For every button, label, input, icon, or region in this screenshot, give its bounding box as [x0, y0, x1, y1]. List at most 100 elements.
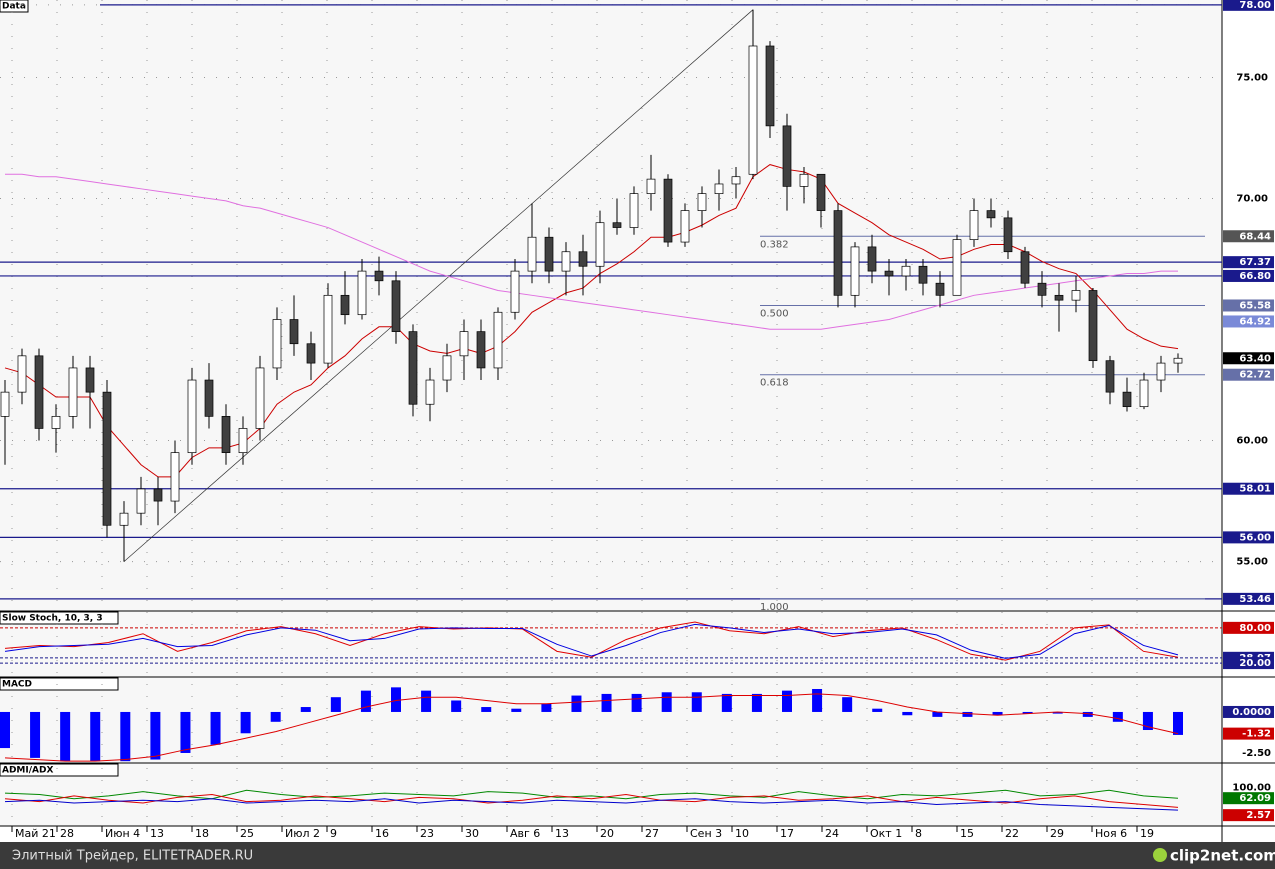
macd-bar	[932, 711, 943, 717]
price-tag-label: 80.00	[1239, 623, 1271, 634]
candle-body	[578, 251, 588, 267]
x-tick-label: 13	[555, 827, 569, 840]
price-tag	[1223, 746, 1274, 759]
adx-line	[4, 798, 1179, 811]
candle-body	[867, 246, 877, 272]
candle-body	[459, 331, 469, 357]
candle-body	[663, 178, 673, 243]
price-tag-label: 78.00	[1239, 0, 1271, 11]
macd-signal	[4, 693, 1179, 762]
x-tick-label: 10	[735, 827, 749, 840]
macd-bar	[1142, 711, 1153, 731]
candle-body	[51, 415, 61, 429]
macd-bar	[1112, 711, 1123, 722]
candle-body	[612, 222, 622, 228]
candle-body	[442, 355, 452, 381]
macd-bar	[541, 703, 552, 712]
candle-body	[850, 246, 860, 296]
candle-body	[1156, 362, 1166, 381]
title-bg	[0, 0, 29, 13]
panel-title: Data	[2, 2, 26, 12]
candle-body	[629, 193, 639, 228]
macd-bar	[691, 692, 702, 712]
candle-body	[969, 210, 979, 240]
candle-body	[680, 210, 690, 243]
macd-bar	[391, 687, 401, 712]
x-tick-label: 13	[150, 827, 164, 840]
x-tick-label: 23	[420, 827, 434, 840]
candle-body	[1037, 282, 1047, 296]
y-tick-label: 75.00	[1236, 72, 1268, 83]
macd-bar	[661, 692, 672, 712]
price-tag	[1223, 299, 1274, 312]
price-tag	[1223, 269, 1274, 282]
price-tag-label: 56.00	[1239, 532, 1271, 543]
candle-body	[561, 251, 571, 272]
x-tick-label: 25	[240, 827, 254, 840]
price-tag-label: 62.72	[1239, 370, 1271, 381]
x-tick-label: 15	[960, 827, 974, 840]
candle-body	[1173, 357, 1183, 364]
candle-body	[272, 319, 282, 369]
candle-body	[340, 294, 350, 316]
x-tick-label: Май 21	[15, 827, 56, 840]
candle-body	[102, 391, 112, 526]
candle-body	[697, 193, 707, 211]
candle-body	[748, 45, 758, 175]
candle-body	[391, 280, 401, 332]
price-tag-label: 58.01	[1239, 484, 1271, 495]
price-tag	[1223, 781, 1274, 794]
adx-line	[4, 793, 1179, 808]
price-tag	[1223, 657, 1274, 670]
candle-body	[901, 265, 911, 277]
candle-body	[408, 331, 418, 405]
macd-bar	[601, 693, 612, 712]
candle-body	[1003, 217, 1013, 253]
x-tick-label: 27	[645, 827, 659, 840]
macd-bar	[360, 690, 371, 712]
stoch-line	[4, 623, 1179, 659]
price-tag-label: 20.00	[1239, 658, 1271, 669]
x-tick-label: 30	[465, 827, 479, 840]
logo	[1153, 848, 1167, 862]
macd-bar	[60, 711, 71, 762]
macd-bar	[330, 697, 341, 712]
candle-body	[510, 270, 520, 313]
x-tick-label: Авг 6	[510, 827, 540, 840]
x-tick-label: 29	[1050, 827, 1064, 840]
x-tick-label: Сен 3	[690, 827, 722, 840]
candle-body	[527, 236, 537, 272]
adx-line	[4, 789, 1179, 800]
macd-bar	[180, 711, 191, 753]
y-tick-label: 60.00	[1236, 436, 1268, 447]
candle-body	[374, 270, 384, 282]
candle-body	[595, 222, 605, 267]
candle-body	[884, 270, 894, 277]
price-tag-label: 2.57	[1246, 810, 1271, 821]
panel-title: Slow Stoch, 10, 3, 3	[2, 614, 103, 624]
x-tick-label: 20	[600, 827, 614, 840]
macd-bar	[631, 693, 642, 712]
macd-bar	[300, 707, 311, 712]
price-tag	[1223, 792, 1274, 805]
title-bg	[0, 677, 119, 691]
candle-body	[119, 512, 129, 526]
candle-body	[1054, 294, 1064, 301]
candle-body	[1020, 251, 1030, 284]
x-tick-label: 22	[1005, 827, 1019, 840]
macd-bar	[30, 711, 41, 758]
macd-bar	[812, 688, 823, 712]
price-tag	[1223, 0, 1274, 11]
candle-body	[204, 379, 214, 417]
candle-body	[170, 452, 180, 502]
macd-bar	[902, 711, 913, 716]
macd-bar	[721, 693, 732, 712]
candle-body	[425, 379, 435, 405]
macd-bar	[240, 711, 251, 734]
macd-bar	[270, 711, 281, 722]
candle-body	[765, 45, 775, 127]
macd-bar	[782, 690, 792, 712]
x-tick-label: Окт 1	[870, 827, 902, 840]
candle-body	[731, 176, 741, 185]
